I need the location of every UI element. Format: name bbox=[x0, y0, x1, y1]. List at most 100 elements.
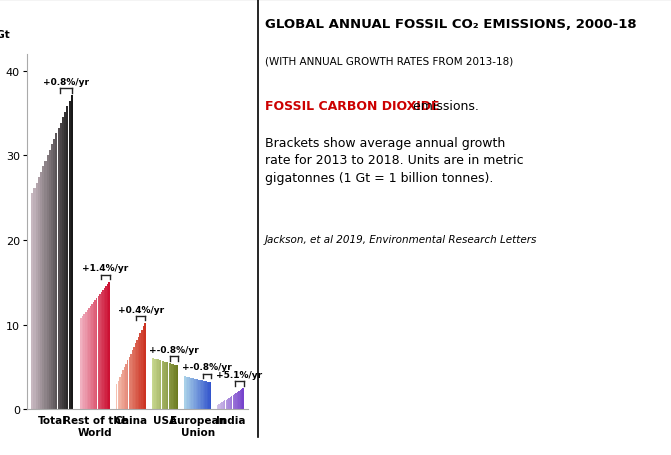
Text: +0.4%/yr: +0.4%/yr bbox=[118, 305, 164, 314]
Bar bbox=[225, 399, 227, 410]
Text: GLOBAL ANNUAL FOSSIL CO₂ EMISSIONS, 2000-18: GLOBAL ANNUAL FOSSIL CO₂ EMISSIONS, 2000… bbox=[265, 18, 637, 31]
Bar bbox=[156, 359, 157, 410]
Text: 40 Gt
CO₂: 40 Gt CO₂ bbox=[0, 30, 10, 51]
Text: +-0.8%/yr: +-0.8%/yr bbox=[149, 345, 199, 354]
Bar bbox=[166, 362, 167, 410]
Bar bbox=[163, 361, 164, 410]
Bar bbox=[105, 286, 107, 410]
Bar bbox=[205, 381, 207, 410]
Bar bbox=[199, 380, 200, 410]
Bar bbox=[171, 364, 172, 410]
Bar bbox=[135, 344, 136, 410]
Bar bbox=[203, 381, 204, 410]
Bar bbox=[186, 377, 187, 410]
Bar bbox=[121, 374, 122, 410]
Bar bbox=[88, 308, 90, 410]
Bar bbox=[136, 340, 138, 410]
Bar bbox=[201, 380, 203, 410]
Bar bbox=[240, 390, 241, 410]
Bar bbox=[42, 167, 44, 410]
Bar bbox=[97, 296, 99, 410]
Bar bbox=[140, 334, 141, 410]
Bar bbox=[44, 162, 46, 410]
Bar bbox=[153, 359, 154, 410]
Bar bbox=[223, 401, 224, 410]
Bar bbox=[66, 107, 68, 410]
Bar bbox=[170, 364, 171, 410]
Bar bbox=[176, 365, 177, 410]
Text: emissions.: emissions. bbox=[409, 100, 479, 113]
Bar bbox=[125, 364, 127, 410]
Bar bbox=[60, 123, 62, 410]
Bar bbox=[185, 377, 186, 410]
Bar bbox=[221, 403, 223, 410]
Bar bbox=[236, 393, 237, 410]
Bar bbox=[40, 172, 42, 410]
Bar bbox=[194, 379, 195, 410]
Bar bbox=[227, 399, 228, 410]
Bar bbox=[91, 304, 93, 410]
Bar bbox=[189, 378, 190, 410]
Bar bbox=[237, 392, 238, 410]
Bar bbox=[157, 359, 158, 410]
Bar bbox=[200, 380, 201, 410]
Bar bbox=[224, 400, 225, 410]
Bar bbox=[238, 391, 240, 410]
Bar bbox=[241, 389, 242, 410]
Text: +-0.8%/yr: +-0.8%/yr bbox=[182, 363, 231, 372]
Bar bbox=[87, 310, 88, 410]
Bar bbox=[144, 324, 146, 410]
Bar bbox=[152, 358, 153, 410]
Bar bbox=[62, 118, 64, 410]
Bar bbox=[191, 378, 193, 410]
Bar bbox=[49, 151, 51, 410]
Bar bbox=[58, 129, 60, 410]
Bar bbox=[174, 365, 176, 410]
Text: (WITH ANNUAL GROWTH RATES FROM 2013-18): (WITH ANNUAL GROWTH RATES FROM 2013-18) bbox=[265, 57, 513, 67]
Bar bbox=[160, 360, 162, 410]
Bar bbox=[228, 398, 229, 410]
Bar bbox=[234, 394, 236, 410]
Bar bbox=[141, 330, 142, 410]
Bar bbox=[124, 367, 125, 410]
Bar bbox=[190, 378, 191, 410]
Bar bbox=[143, 327, 144, 410]
Bar bbox=[207, 382, 208, 410]
Bar bbox=[46, 156, 49, 410]
Bar bbox=[231, 396, 232, 410]
Text: +0.8%/yr: +0.8%/yr bbox=[43, 78, 89, 87]
Bar bbox=[64, 112, 66, 410]
Bar bbox=[117, 381, 119, 410]
Bar bbox=[197, 379, 199, 410]
Bar bbox=[208, 382, 209, 410]
Bar bbox=[162, 361, 163, 410]
Bar bbox=[70, 96, 72, 410]
Bar bbox=[177, 365, 178, 410]
Bar bbox=[68, 101, 70, 410]
Bar bbox=[193, 379, 194, 410]
Bar bbox=[127, 360, 128, 410]
Bar bbox=[159, 360, 160, 410]
Bar bbox=[82, 316, 83, 410]
Bar bbox=[101, 292, 102, 410]
Bar bbox=[204, 381, 205, 410]
Bar bbox=[83, 314, 85, 410]
Bar bbox=[81, 318, 82, 410]
Bar bbox=[129, 357, 130, 410]
Bar bbox=[38, 178, 40, 410]
Bar bbox=[242, 389, 244, 410]
Bar bbox=[154, 359, 156, 410]
Bar bbox=[122, 371, 123, 410]
Bar bbox=[187, 377, 189, 410]
Bar bbox=[138, 337, 140, 410]
Bar bbox=[134, 347, 135, 410]
Bar bbox=[116, 384, 117, 410]
Bar bbox=[96, 298, 97, 410]
Bar bbox=[90, 306, 91, 410]
Bar bbox=[93, 302, 95, 410]
Bar bbox=[132, 350, 133, 410]
Bar bbox=[167, 363, 168, 410]
Bar bbox=[196, 379, 197, 410]
Bar bbox=[104, 288, 105, 410]
Bar bbox=[107, 284, 109, 410]
